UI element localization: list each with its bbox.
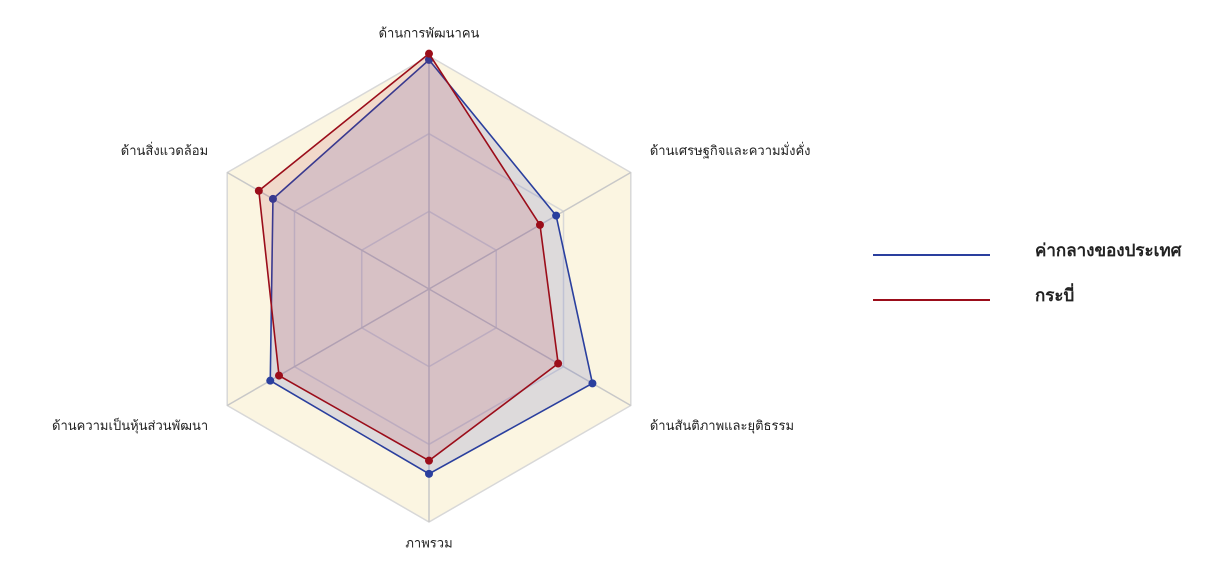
data-point bbox=[425, 456, 433, 465]
data-point bbox=[275, 371, 284, 380]
data-point bbox=[266, 376, 275, 385]
data-point bbox=[535, 220, 544, 229]
axis-spoke bbox=[226, 288, 430, 407]
data-point bbox=[425, 49, 433, 58]
data-point bbox=[268, 194, 277, 203]
legend-label: กระบี่ bbox=[1035, 283, 1074, 306]
legend-label: ค่ากลางของประเทศ bbox=[1035, 241, 1183, 261]
data-point bbox=[552, 211, 561, 220]
axis-label: ด้านสิ่งแวดล้อม bbox=[121, 142, 208, 159]
data-point bbox=[425, 469, 433, 478]
data-point bbox=[588, 379, 597, 388]
axis-label: ภาพรวม bbox=[405, 537, 452, 552]
data-point bbox=[554, 359, 563, 368]
data-point bbox=[254, 186, 263, 195]
axis-label: ด้านความเป็นหุ้นส่วนพัฒนา bbox=[52, 416, 208, 434]
axis-label: ด้านเศรษฐกิจและความมั่งคั่ง bbox=[650, 142, 811, 159]
axis-label: ด้านการพัฒนาคน bbox=[379, 27, 480, 42]
axis-spoke bbox=[428, 171, 632, 290]
axis-spoke bbox=[428, 288, 632, 407]
axis-label: ด้านสันติภาพและยุติธรรม bbox=[650, 419, 794, 434]
